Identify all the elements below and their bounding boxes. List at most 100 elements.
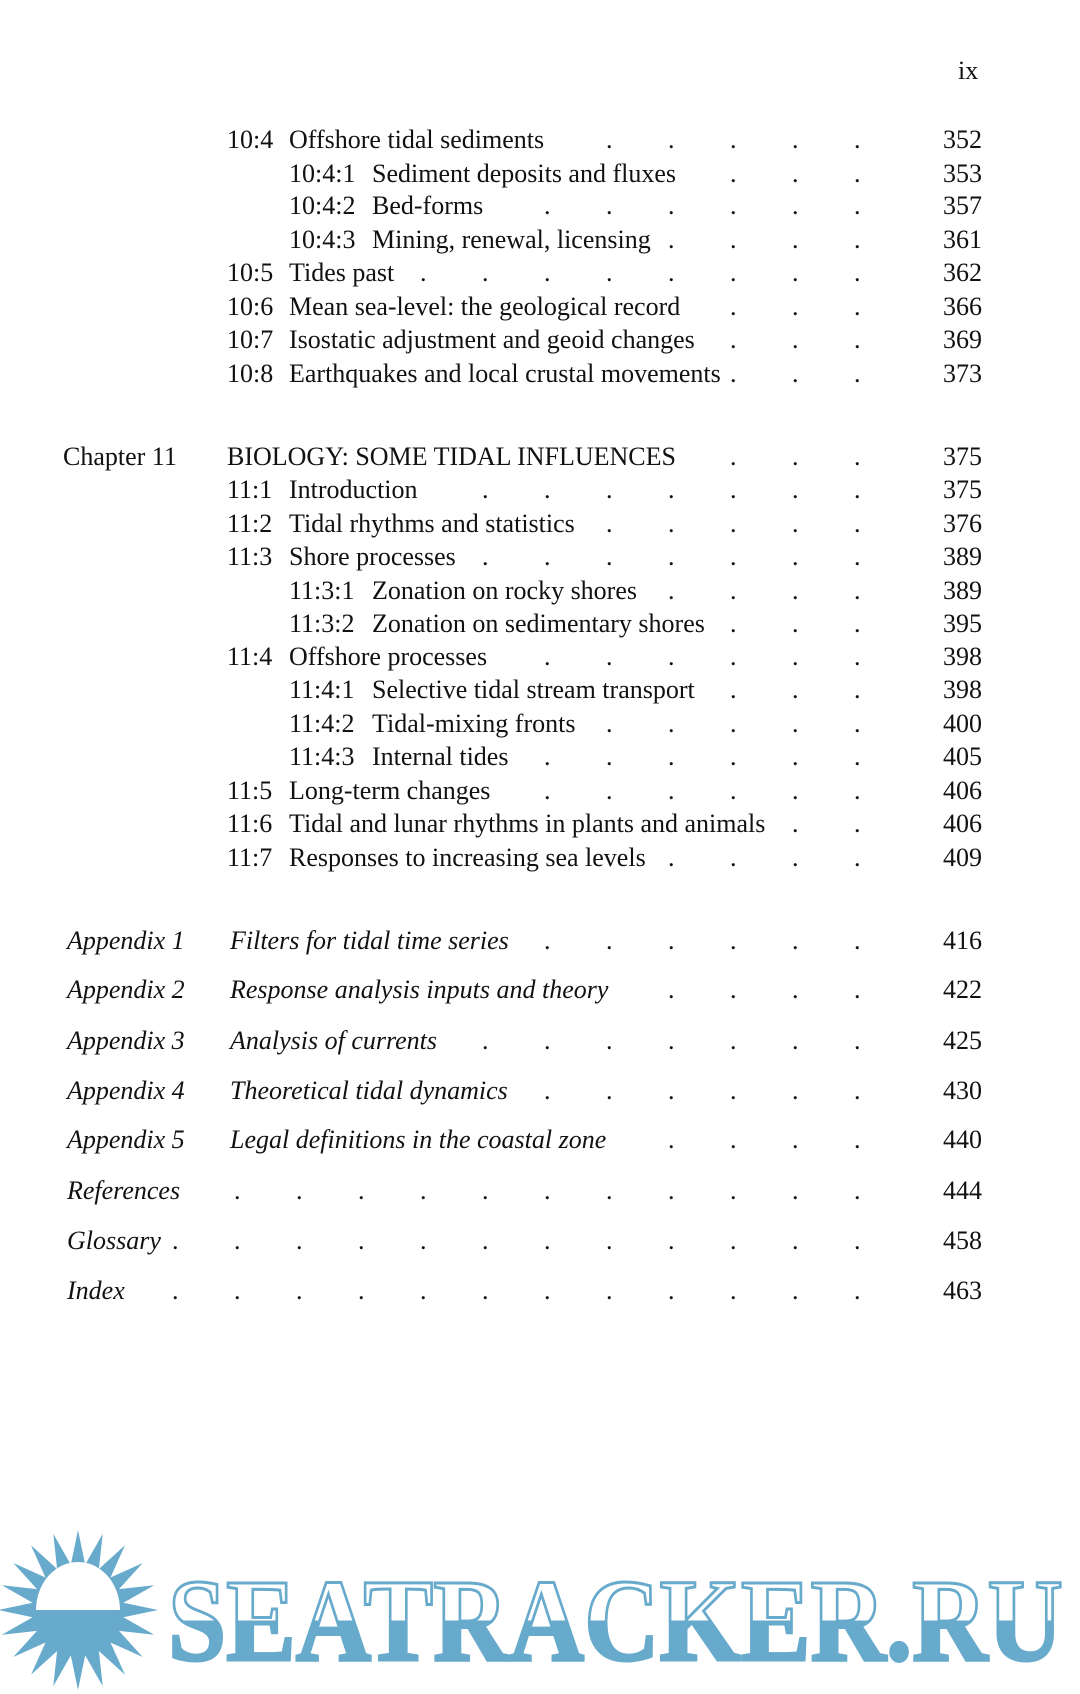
toc-entry-number: 10:5	[227, 258, 274, 287]
leader-dot: .	[482, 1226, 489, 1255]
leader-dot: .	[792, 1276, 799, 1305]
toc-entry-number: 11:5	[227, 776, 273, 805]
leader-dot: .	[420, 1226, 427, 1255]
leader-dot: .	[606, 1276, 613, 1305]
toc-entry[interactable]: 11:4:2 Tidal-mixing fronts 400.....	[0, 708, 1080, 740]
toc-entry-page: 375	[943, 475, 982, 504]
leader-dot: .	[854, 475, 861, 504]
leader-dot: .	[668, 509, 675, 538]
leader-dot: .	[854, 1026, 861, 1055]
toc-entry-title: Earthquakes and local crustal movements	[289, 359, 721, 388]
toc-entry-page: 357	[943, 191, 982, 220]
leader-dot: .	[606, 642, 613, 671]
toc-entry[interactable]: Appendix 1 Filters for tidal time series 4…	[0, 925, 1080, 957]
leader-dot: .	[668, 1026, 675, 1055]
leader-dot: .	[544, 742, 551, 771]
toc-entry[interactable]: 11:4:3 Internal tides 405......	[0, 741, 1080, 773]
leader-dot: .	[730, 609, 737, 638]
leader-dot: .	[730, 1276, 737, 1305]
leader-dot: .	[792, 742, 799, 771]
toc-entry[interactable]: 10:4:2 Bed-forms 357......	[0, 190, 1080, 222]
leader-dot: .	[854, 576, 861, 605]
leader-dot: .	[606, 1226, 613, 1255]
toc-entry-page: 375	[943, 442, 982, 471]
leader-dot: .	[606, 1176, 613, 1205]
toc-entry[interactable]: 11:6 Tidal and lunar rhythms in plants an…	[0, 808, 1080, 840]
toc-entry[interactable]: Appendix 3 Analysis of currents 425.......	[0, 1025, 1080, 1057]
leader-dot: .	[792, 442, 799, 471]
leader-dot: .	[668, 776, 675, 805]
leader-dot: .	[668, 576, 675, 605]
toc-entry[interactable]: 11:4:1 Selective tidal stream transport 39…	[0, 674, 1080, 706]
leader-dot: .	[730, 843, 737, 872]
toc-entry[interactable]: 10:5 Tides past 362........	[0, 257, 1080, 289]
toc-entry[interactable]: 10:4:1 Sediment deposits and fluxes 353...	[0, 158, 1080, 190]
toc-entry-number: 11:4:1	[289, 675, 355, 704]
leader-dot: .	[668, 1226, 675, 1255]
toc-entry-page: 422	[943, 975, 982, 1004]
toc-entry[interactable]: 11:3:1 Zonation on rocky shores 389....	[0, 575, 1080, 607]
toc-entry-number: 11:3:2	[289, 609, 355, 638]
leader-dot: .	[730, 258, 737, 287]
toc-entry[interactable]: 11:3 Shore processes 389.......	[0, 541, 1080, 573]
leader-dot: .	[668, 475, 675, 504]
leader-dot: .	[854, 609, 861, 638]
toc-entry[interactable]: 10:6 Mean sea-level: the geological recor…	[0, 291, 1080, 323]
leader-dot: .	[544, 542, 551, 571]
toc-entry-number: 10:4	[227, 125, 274, 154]
leader-dot: .	[668, 709, 675, 738]
toc-entry[interactable]: Appendix 2 Response analysis inputs and t…	[0, 974, 1080, 1006]
toc-entry[interactable]: Glossary 458............	[0, 1225, 1080, 1257]
leader-dot: .	[854, 125, 861, 154]
toc-entry-page: 398	[943, 642, 982, 671]
toc-entry-title: Theoretical tidal dynamics	[230, 1076, 508, 1105]
toc-entry-number: 10:4:2	[289, 191, 356, 220]
leader-dot: .	[730, 159, 737, 188]
leader-dot: .	[792, 225, 799, 254]
toc-entry[interactable]: 11:7 Responses to increasing sea levels 40…	[0, 842, 1080, 874]
leader-dot: .	[420, 1176, 427, 1205]
leader-dot: .	[854, 1076, 861, 1105]
leader-dot: .	[792, 776, 799, 805]
leader-dot: .	[730, 742, 737, 771]
toc-entry-number: 10:4:3	[289, 225, 356, 254]
toc-entry-title: Long-term changes	[289, 776, 491, 805]
toc-entry-number: 11:3:1	[289, 576, 355, 605]
toc-entry[interactable]: References 444...........	[0, 1175, 1080, 1207]
leader-dot: .	[544, 191, 551, 220]
toc-entry-number: Appendix 3	[67, 1026, 185, 1055]
leader-dot: .	[854, 191, 861, 220]
toc-entry-number: References	[67, 1176, 181, 1205]
leader-dot: .	[730, 542, 737, 571]
toc-entry[interactable]: 10:8 Earthquakes and local crustal moveme…	[0, 358, 1080, 390]
toc-entry[interactable]: 11:3:2 Zonation on sedimentary shores 395.…	[0, 608, 1080, 640]
toc-entry-title: BIOLOGY: SOME TIDAL INFLUENCES	[227, 442, 676, 471]
leader-dot: .	[234, 1226, 241, 1255]
toc-entry[interactable]: 10:4:3 Mining, renewal, licensing 361....	[0, 224, 1080, 256]
leader-dot: .	[358, 1226, 365, 1255]
toc-entry[interactable]: Index 463............	[0, 1275, 1080, 1307]
leader-dot: .	[792, 975, 799, 1004]
toc-entry-page: 395	[943, 609, 982, 638]
leader-dot: .	[792, 809, 799, 838]
toc-entry-title: Introduction	[289, 475, 418, 504]
toc-entry[interactable]: 11:5 Long-term changes 406......	[0, 775, 1080, 807]
toc-entry[interactable]: 10:7 Isostatic adjustment and geoid chang…	[0, 324, 1080, 356]
leader-dot: .	[854, 809, 861, 838]
leader-dot: .	[730, 359, 737, 388]
toc-entry[interactable]: 11:1 Introduction 375.......	[0, 474, 1080, 506]
toc-entry[interactable]: 11:4 Offshore processes 398......	[0, 641, 1080, 673]
toc-entry[interactable]: Appendix 4 Theoretical tidal dynamics 430.…	[0, 1075, 1080, 1107]
toc-entry-page: 430	[943, 1076, 982, 1105]
toc-entry[interactable]: 11:2 Tidal rhythms and statistics 376.....	[0, 508, 1080, 540]
toc-entry-title: Sediment deposits and fluxes	[372, 159, 677, 188]
leader-dot: .	[544, 642, 551, 671]
toc-entry[interactable]: 10:4 Offshore tidal sediments 352.....	[0, 124, 1080, 156]
toc-entry[interactable]: Appendix 5 Legal definitions in the coast…	[0, 1124, 1080, 1156]
toc-entry-number: 11:1	[227, 475, 273, 504]
toc-entry-page: 361	[943, 225, 982, 254]
leader-dot: .	[854, 225, 861, 254]
toc-entry-number: 10:4:1	[289, 159, 356, 188]
toc-entry-page: 440	[943, 1125, 982, 1154]
toc-entry[interactable]: Chapter 11 BIOLOGY: SOME TIDAL INFLUENCES…	[0, 441, 1080, 473]
